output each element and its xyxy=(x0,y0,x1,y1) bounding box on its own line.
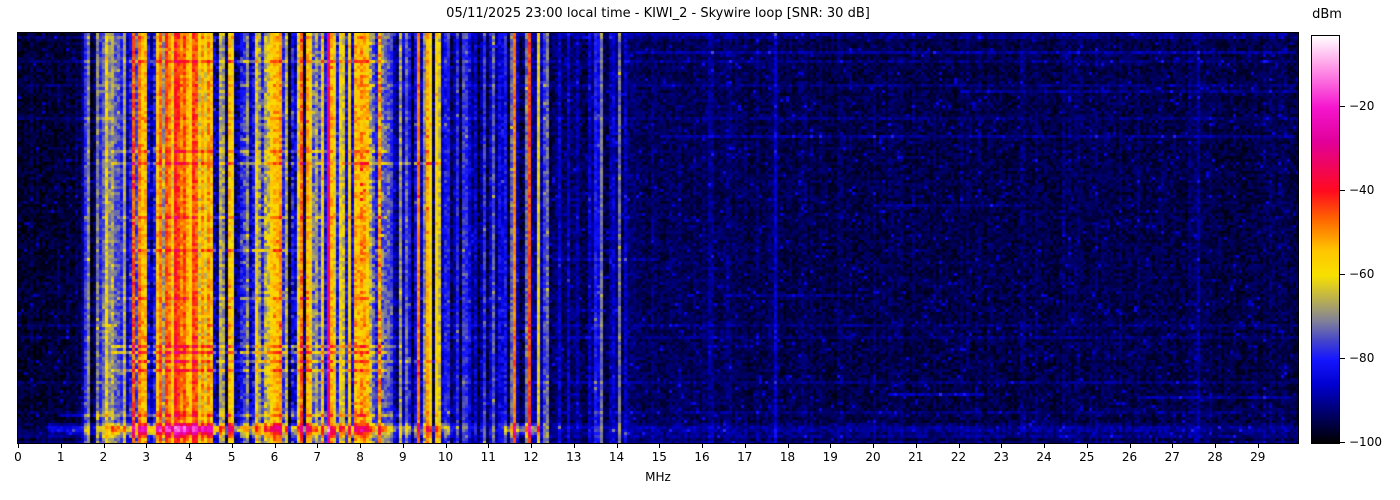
x-tick-label: 26 xyxy=(1121,450,1138,464)
x-tick-label: 23 xyxy=(993,450,1009,464)
x-tick-mark xyxy=(1044,444,1046,448)
x-tick-label: 29 xyxy=(1250,450,1266,464)
x-tick-mark xyxy=(1001,444,1003,448)
x-tick-mark xyxy=(1257,444,1259,448)
x-tick-label: 18 xyxy=(779,450,796,464)
x-tick-label: 0 xyxy=(14,450,22,464)
colorbar-tick-label: −100 xyxy=(1349,435,1382,449)
colorbar-tick-label: −40 xyxy=(1349,183,1375,198)
x-tick-mark xyxy=(146,444,148,448)
x-tick-mark xyxy=(103,444,105,448)
x-tick-label: 22 xyxy=(950,450,967,464)
x-tick-label: 15 xyxy=(651,450,667,464)
colorbar-tick-mark xyxy=(1340,190,1345,192)
x-tick-mark xyxy=(702,444,704,448)
x-tick-label: 24 xyxy=(1036,450,1052,464)
x-tick-mark xyxy=(787,444,789,448)
x-tick-label: 5 xyxy=(227,450,236,464)
x-tick-label: 28 xyxy=(1207,450,1223,464)
colorbar-tick-mark xyxy=(1340,358,1345,360)
x-tick-label: 9 xyxy=(398,450,407,464)
x-tick-label: 3 xyxy=(142,450,151,464)
x-tick-label: 12 xyxy=(523,450,539,464)
x-tick-label: 14 xyxy=(608,450,625,464)
x-tick-label: 19 xyxy=(822,450,838,464)
x-tick-mark xyxy=(231,444,233,448)
x-tick-mark xyxy=(60,444,62,448)
x-axis-label: MHz xyxy=(645,470,671,484)
x-tick-label: 11 xyxy=(480,450,496,464)
colorbar-tick-mark xyxy=(1340,442,1345,443)
x-tick-mark xyxy=(402,444,404,448)
x-tick-label: 17 xyxy=(737,450,753,464)
x-tick-label: 2 xyxy=(99,450,108,464)
colorbar-label: dBm xyxy=(1312,7,1342,22)
x-tick-label: 10 xyxy=(437,450,454,464)
colorbar-tick-label: −20 xyxy=(1349,99,1375,114)
x-tick-mark xyxy=(1215,444,1217,448)
x-tick-mark xyxy=(531,444,533,448)
x-tick-mark xyxy=(573,444,575,448)
x-tick-mark xyxy=(830,444,832,448)
x-tick-mark xyxy=(488,444,490,448)
x-tick-label: 8 xyxy=(356,450,364,464)
plot-area xyxy=(17,32,1299,444)
x-tick-mark xyxy=(915,444,917,448)
x-tick-mark xyxy=(274,444,276,448)
x-tick-label: 6 xyxy=(270,450,279,464)
x-tick-mark xyxy=(659,444,661,448)
x-tick-mark xyxy=(1129,444,1131,448)
x-tick-label: 4 xyxy=(185,450,193,464)
x-tick-mark xyxy=(189,444,190,448)
colorbar-tick-mark xyxy=(1340,274,1345,276)
spectrogram-canvas xyxy=(18,33,1298,443)
chart-title: 05/11/2025 23:00 local time - KIWI_2 - S… xyxy=(446,6,870,21)
colorbar xyxy=(1311,35,1340,444)
x-tick-mark xyxy=(1172,444,1174,448)
x-tick-mark xyxy=(958,444,960,448)
x-tick-label: 7 xyxy=(313,450,322,464)
x-tick-mark xyxy=(873,444,875,448)
x-tick-mark xyxy=(360,444,362,448)
x-tick-mark xyxy=(1086,444,1088,448)
x-tick-label: 27 xyxy=(1164,450,1180,464)
x-tick-mark xyxy=(18,444,19,448)
x-tick-mark xyxy=(744,444,746,448)
x-tick-label: 21 xyxy=(908,450,924,464)
x-tick-label: 20 xyxy=(865,450,881,464)
x-tick-label: 25 xyxy=(1079,450,1095,464)
x-tick-mark xyxy=(445,444,447,448)
x-tick-mark xyxy=(317,444,319,448)
x-tick-label: 13 xyxy=(566,450,582,464)
x-tick-label: 1 xyxy=(56,450,65,464)
colorbar-tick-label: −80 xyxy=(1349,351,1375,366)
x-tick-mark xyxy=(616,444,618,448)
x-tick-label: 16 xyxy=(694,450,710,464)
colorbar-tick-label: −60 xyxy=(1349,267,1375,282)
colorbar-tick-mark xyxy=(1340,106,1345,108)
